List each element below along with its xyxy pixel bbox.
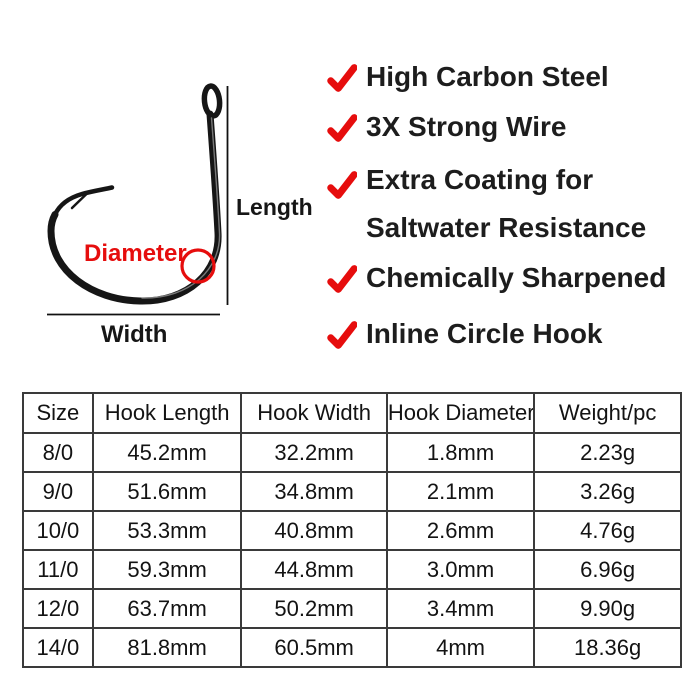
width-label: Width — [101, 321, 168, 348]
feature-label: Extra Coating for Saltwater Resistance — [366, 164, 647, 243]
header-weight: Weight/pc — [533, 392, 682, 434]
check-icon — [327, 170, 357, 200]
cell-size: 8/0 — [22, 432, 94, 473]
header-hook-length: Hook Length — [91, 392, 243, 434]
cell-hook-diameter: 2.6mm — [385, 510, 536, 551]
cell-hook-width: 40.8mm — [240, 510, 388, 551]
table-row: 11/0 59.3mm 44.8mm 3.0mm 6.96g — [22, 549, 682, 590]
cell-hook-width: 60.5mm — [240, 627, 388, 668]
table-row: 12/0 63.7mm 50.2mm 3.4mm 9.90g — [22, 588, 682, 629]
cell-hook-length: 53.3mm — [91, 510, 243, 551]
feature-label: Inline Circle Hook — [366, 318, 603, 349]
cell-size: 10/0 — [22, 510, 94, 551]
cell-hook-diameter: 3.4mm — [385, 588, 536, 629]
feature-item: High Carbon Steel — [327, 60, 678, 94]
feature-item: Extra Coating for Saltwater Resistance — [327, 163, 678, 252]
table-row: 14/0 81.8mm 60.5mm 4mm 18.36g — [22, 627, 682, 668]
cell-weight: 4.76g — [533, 510, 682, 551]
feature-label: Chemically Sharpened — [366, 262, 667, 293]
cell-hook-diameter: 3.0mm — [385, 549, 536, 590]
feature-label: 3X Strong Wire — [366, 111, 567, 142]
cell-weight: 6.96g — [533, 549, 682, 590]
table-row: 10/0 53.3mm 40.8mm 2.6mm 4.76g — [22, 510, 682, 551]
cell-weight: 9.90g — [533, 588, 682, 629]
length-label: Length — [236, 194, 313, 220]
cell-weight: 2.23g — [533, 432, 682, 473]
cell-hook-width: 34.8mm — [240, 471, 388, 512]
hook-point — [52, 185, 115, 217]
check-icon — [327, 320, 357, 350]
spec-table: Size Hook Length Hook Width Hook Diamete… — [22, 392, 682, 668]
cell-hook-length: 59.3mm — [91, 549, 243, 590]
cell-size: 9/0 — [22, 471, 94, 512]
cell-size: 12/0 — [22, 588, 94, 629]
cell-hook-length: 51.6mm — [91, 471, 243, 512]
feature-item: Chemically Sharpened — [327, 261, 678, 295]
table-row: 9/0 51.6mm 34.8mm 2.1mm 3.26g — [22, 471, 682, 512]
cell-hook-diameter: 1.8mm — [385, 432, 536, 473]
table-header-row: Size Hook Length Hook Width Hook Diamete… — [22, 392, 682, 434]
cell-hook-diameter: 4mm — [385, 627, 536, 668]
cell-hook-width: 50.2mm — [240, 588, 388, 629]
feature-label: High Carbon Steel — [366, 61, 609, 92]
cell-size: 11/0 — [22, 549, 94, 590]
check-icon — [327, 264, 357, 294]
cell-hook-length: 63.7mm — [91, 588, 243, 629]
check-icon — [327, 63, 357, 93]
diameter-label: Diameter — [84, 240, 187, 267]
cell-hook-length: 81.8mm — [91, 627, 243, 668]
feature-item: 3X Strong Wire — [327, 110, 678, 144]
diameter-circle — [180, 248, 216, 284]
cell-size: 14/0 — [22, 627, 94, 668]
features-list: High Carbon Steel 3X Strong Wire Extra C… — [327, 0, 687, 375]
cell-hook-diameter: 2.1mm — [385, 471, 536, 512]
table-row: 8/0 45.2mm 32.2mm 1.8mm 2.23g — [22, 432, 682, 473]
hook-illustration-svg — [47, 83, 229, 316]
hook-diagram: Length Diameter Width — [0, 0, 346, 375]
hook-highlight — [141, 117, 221, 299]
cell-hook-width: 44.8mm — [240, 549, 388, 590]
hook-shank-bend — [47, 110, 222, 305]
hook-barb — [70, 191, 90, 210]
cell-weight: 18.36g — [533, 627, 682, 668]
header-hook-width: Hook Width — [240, 392, 388, 434]
feature-item: Inline Circle Hook — [327, 317, 678, 351]
header-size: Size — [22, 392, 94, 434]
check-icon — [327, 113, 357, 143]
cell-hook-width: 32.2mm — [240, 432, 388, 473]
cell-weight: 3.26g — [533, 471, 682, 512]
cell-hook-length: 45.2mm — [91, 432, 243, 473]
header-hook-diameter: Hook Diameter — [385, 392, 536, 434]
